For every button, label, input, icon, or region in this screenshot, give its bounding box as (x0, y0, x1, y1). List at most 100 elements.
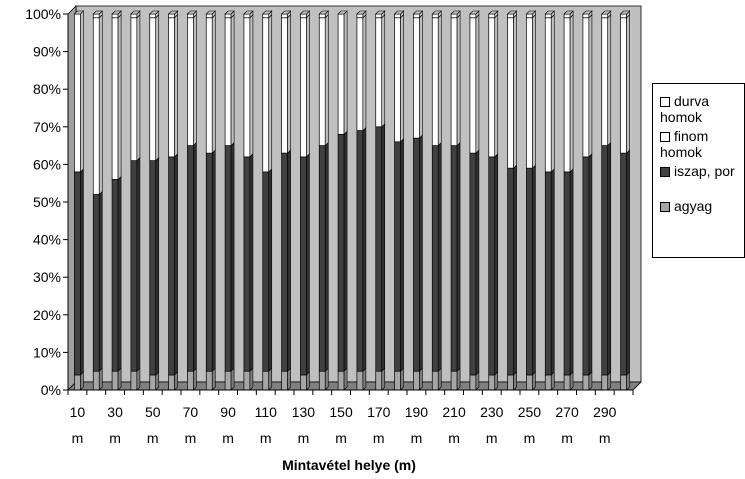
bar-segment-durva-homok (601, 10, 612, 19)
y-tick-label: 80% (33, 81, 61, 97)
bar-segment-iszap-por (375, 123, 386, 372)
bar-segment-finom-homok (168, 14, 178, 158)
bar-segment-durva-homok (280, 10, 292, 19)
x-tick-label: 290 (593, 404, 617, 420)
y-tick-label: 70% (33, 119, 61, 135)
bar-segment-durva-homok (393, 10, 405, 19)
bar-segment-iszap-por (111, 175, 122, 372)
bar-segment-finom-homok (300, 14, 310, 158)
bar-segment-finom-homok (544, 14, 555, 173)
bar-segment-finom-homok (262, 14, 273, 173)
bar-segment-iszap-por (394, 138, 404, 372)
x-tick-label: 70 (183, 404, 199, 420)
x-tick-unit: m (486, 430, 498, 446)
x-tick-label: 10 (70, 404, 86, 420)
x-tick-label: 250 (518, 404, 542, 420)
bar-segment-durva-homok (186, 10, 198, 19)
legend-item-finom-homok: finom homok (660, 128, 744, 160)
bar-segment-iszap-por (149, 156, 160, 376)
x-tick-unit: m (335, 430, 347, 446)
bar-segment-iszap-por (356, 126, 367, 372)
x-tick-unit: m (298, 430, 310, 446)
bar-segment-finom-homok (526, 14, 536, 169)
bar-segment-finom-homok (224, 14, 235, 147)
legend-item-iszap-por: iszap, por (660, 163, 744, 179)
bar-segment-iszap-por (281, 149, 291, 372)
y-tick-label: 60% (33, 156, 61, 172)
bar-segment-iszap-por (526, 164, 536, 376)
bar-segment-finom-homok (111, 14, 122, 181)
bar-segment-durva-homok (469, 10, 480, 19)
bar-segment-iszap-por (300, 153, 310, 376)
x-axis-ticks: 10 m 30 m 50 m 70 m 90 m 110 m 130 m 150 m 170 m 190 m 210 m 2… (67, 390, 634, 446)
bar-segment-iszap-por (243, 153, 254, 372)
bar-segment-durva-homok (92, 10, 103, 19)
bar-segment-finom-homok (488, 14, 499, 158)
bar-segment-finom-homok (431, 14, 442, 147)
x-tick-unit: m (448, 430, 460, 446)
bar-segment-iszap-por (563, 168, 574, 376)
x-tick-label: 30 (107, 404, 123, 420)
bar-segment-iszap-por (413, 134, 423, 372)
x-tick-unit: m (260, 430, 272, 446)
bar-segment-iszap-por (601, 141, 612, 376)
bar-segment-finom-homok (601, 14, 612, 147)
legend-label: iszap, por (674, 163, 735, 179)
bar-segment-iszap-por (130, 156, 141, 372)
legend: durva homok finom homok iszap, por agyag (652, 83, 745, 258)
bar-segment-durva-homok (262, 10, 273, 19)
bar-segment-finom-homok (582, 14, 593, 158)
bar-segment-durva-homok (243, 10, 254, 19)
bar-segment-iszap-por (224, 141, 235, 372)
legend-swatch (660, 202, 670, 213)
bar-segment-finom-homok (356, 14, 367, 132)
y-axis-ticks: 0% 10% 20% 30% 40% 50% 60% 70% 80% 90% 100% (25, 6, 68, 398)
y-tick-label: 0% (41, 382, 61, 398)
bar-segment-durva-homok (506, 10, 518, 19)
y-tick-label: 100% (25, 6, 61, 22)
x-tick-label: 190 (405, 404, 429, 420)
bar-segment-durva-homok (525, 10, 537, 19)
bar-segment-durva-homok (450, 10, 461, 19)
bar-segment-agyag (74, 371, 84, 391)
bar-segment-durva-homok (130, 10, 141, 19)
bar-segment-durva-homok (205, 10, 216, 19)
bar-segment-finom-homok (149, 14, 160, 162)
bar-segment-durva-homok (224, 10, 235, 19)
bar-segment-durva-homok (356, 10, 367, 19)
bar-segment-iszap-por (187, 141, 197, 372)
bar-segment-finom-homok (130, 14, 141, 162)
bar-segment-durva-homok (544, 10, 555, 19)
bar-segment-finom-homok (375, 14, 386, 128)
bar-segment-iszap-por (582, 153, 593, 376)
bar-segment-finom-homok (73, 10, 85, 173)
bar-segment-durva-homok (582, 10, 593, 19)
x-tick-label: 170 (367, 404, 391, 420)
x-tick-unit: m (524, 430, 536, 446)
legend-swatch (660, 132, 670, 143)
bar-segment-iszap-por (544, 168, 555, 376)
bar-segment-durva-homok (149, 10, 160, 19)
bar-segment-iszap-por (318, 141, 329, 372)
bar-segment-iszap-por (488, 153, 499, 376)
bar-segment-finom-homok (450, 14, 461, 147)
x-tick-label: 90 (220, 404, 236, 420)
bar-segment-finom-homok (394, 14, 404, 143)
x-tick-unit: m (185, 430, 197, 446)
bar-segment-iszap-por (620, 149, 630, 376)
legend-label: finom homok (660, 128, 709, 160)
legend-label: durva homok (660, 93, 710, 125)
x-tick-unit: m (373, 430, 385, 446)
bar-segment-iszap-por (507, 164, 517, 376)
x-tick-label: 270 (555, 404, 579, 420)
y-tick-label: 50% (33, 194, 61, 210)
bar-segment-iszap-por (92, 190, 103, 372)
x-tick-label: 110 (255, 404, 278, 420)
bar-segment-finom-homok (187, 14, 197, 147)
bar-segment-durva-homok (299, 10, 311, 19)
bar-segment-finom-homok (243, 14, 254, 158)
bar-segment-finom-homok (337, 10, 348, 136)
bar-segment-iszap-por (337, 130, 348, 372)
bar-segment-durva-homok (488, 10, 499, 19)
